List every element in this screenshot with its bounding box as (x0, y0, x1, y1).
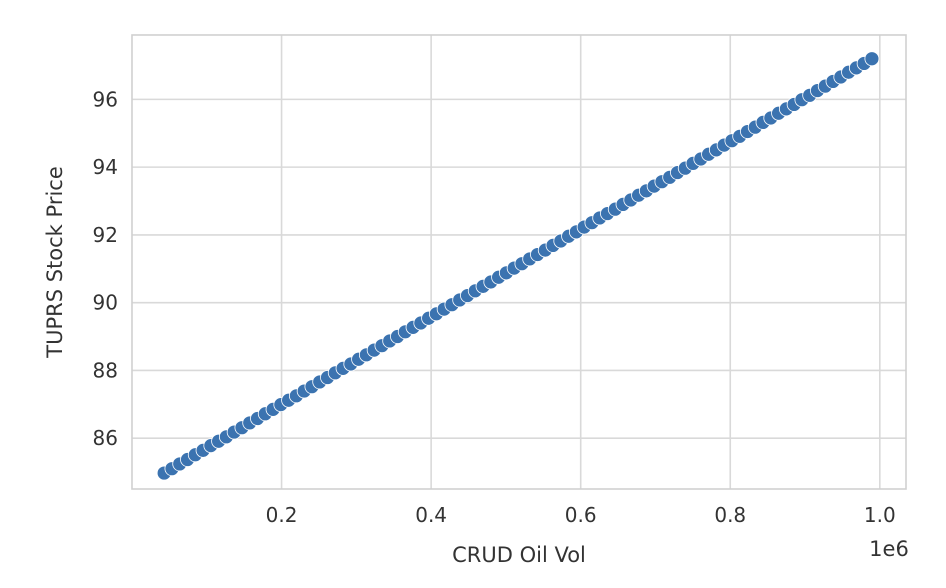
y-tick-labels: 86 88 90 92 94 96 (93, 87, 118, 450)
x-axis-label: CRUD Oil Vol (452, 543, 586, 567)
grid (132, 35, 906, 489)
y-axis-label: TUPRS Stock Price (43, 166, 67, 358)
y-tick-label: 90 (93, 291, 118, 315)
plot-area-frame (131, 34, 907, 490)
x-tick-labels: 0.2 0.4 0.6 0.8 1.0 (266, 503, 896, 527)
data-points (156, 51, 880, 481)
y-tick-label: 88 (93, 358, 118, 382)
x-axis-offset-label: 1e6 (869, 537, 909, 561)
y-tick-label: 96 (93, 87, 118, 111)
x-tick-label: 0.4 (415, 503, 447, 527)
y-tick-label: 94 (93, 155, 118, 179)
x-tick-label: 1.0 (864, 503, 896, 527)
y-tick-label: 92 (93, 223, 118, 247)
y-tick-label: 86 (93, 426, 118, 450)
x-tick-label: 0.6 (565, 503, 597, 527)
data-point (864, 51, 880, 67)
x-tick-label: 0.2 (266, 503, 298, 527)
x-tick-label: 0.8 (714, 503, 746, 527)
